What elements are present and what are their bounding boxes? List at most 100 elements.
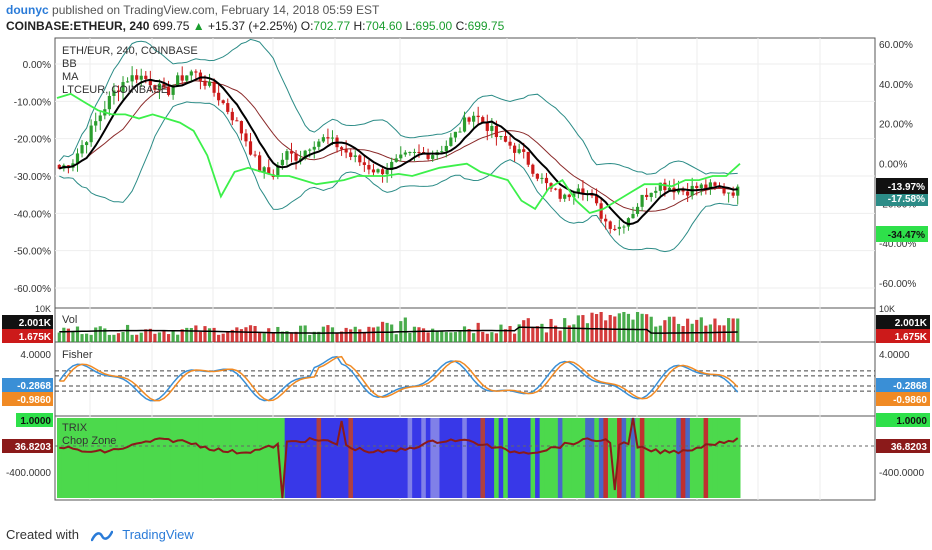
chop-zone-bar bbox=[689, 418, 695, 498]
candle-body bbox=[157, 83, 162, 90]
candle-body bbox=[57, 164, 61, 169]
chop-zone-bar bbox=[111, 418, 117, 498]
chop-zone-bar bbox=[252, 418, 258, 498]
volume-bar bbox=[563, 318, 567, 342]
chop-zone-bar bbox=[598, 418, 604, 498]
candle-body bbox=[121, 82, 125, 92]
volume-bar bbox=[522, 320, 526, 342]
candle-body bbox=[490, 125, 494, 131]
trix-tag-red-right: 36.8203 bbox=[891, 442, 928, 453]
volume-bar bbox=[431, 328, 435, 342]
volume-bar bbox=[421, 328, 426, 342]
volume-tag-black-left-bg bbox=[2, 315, 53, 329]
candle-body bbox=[112, 90, 116, 96]
candle-body bbox=[176, 75, 180, 87]
volume-bar bbox=[704, 325, 708, 342]
volume-tag-black-left: 2.001K bbox=[19, 318, 52, 329]
candle-body bbox=[98, 115, 102, 122]
candle-body bbox=[713, 182, 717, 186]
chop-zone-bar bbox=[170, 418, 176, 498]
chop-zone-bar bbox=[434, 418, 440, 498]
volume-bar bbox=[153, 333, 157, 342]
chop-zone-bar bbox=[211, 418, 217, 498]
chop-zone-bar bbox=[284, 418, 290, 498]
volume-bar bbox=[308, 334, 312, 342]
volume-bar bbox=[686, 318, 690, 342]
volume-bar bbox=[417, 327, 421, 342]
chop-zone-bar bbox=[398, 418, 404, 498]
author-name[interactable]: dounyc bbox=[6, 3, 49, 17]
chop-zone-bar bbox=[694, 418, 700, 498]
candle-body bbox=[704, 184, 708, 190]
created-with-text: Created with bbox=[6, 527, 79, 542]
candle-body bbox=[267, 167, 271, 175]
volume-bar bbox=[226, 331, 230, 342]
chop-zone-bar bbox=[607, 418, 614, 498]
volume-bar bbox=[467, 329, 471, 342]
candle-body bbox=[581, 188, 585, 195]
chop-zone-bar bbox=[676, 418, 682, 498]
candle-body bbox=[513, 145, 517, 153]
chop-zone-bar bbox=[271, 418, 277, 498]
chop-zone-bar bbox=[339, 418, 345, 498]
chop-zone-bar bbox=[407, 418, 413, 498]
right-axis-label: 40.00% bbox=[879, 80, 913, 91]
candle-body bbox=[148, 79, 152, 86]
left-axis-label: -60.00% bbox=[14, 284, 51, 295]
volume-bar bbox=[235, 327, 239, 342]
fisher-line bbox=[58, 355, 739, 402]
candle-body bbox=[444, 145, 448, 152]
right-axis-label: -60.00% bbox=[879, 279, 916, 290]
candle-body bbox=[89, 125, 93, 143]
price-change: +15.37 (+2.25%) bbox=[208, 19, 298, 33]
volume-bar bbox=[604, 320, 608, 342]
volume-bar bbox=[353, 326, 357, 342]
chop-zone-bar bbox=[61, 418, 67, 498]
chop-zone-bar bbox=[403, 418, 409, 498]
candle-body bbox=[358, 155, 362, 163]
candle-body bbox=[162, 83, 166, 88]
chart-area[interactable]: 0.00% -10.00% -20.00% -30.00% -40.00% -50.00%… bbox=[0, 36, 932, 501]
candle-body bbox=[207, 81, 212, 86]
volume-bar bbox=[116, 333, 121, 342]
chop-zone-bar bbox=[730, 418, 736, 498]
candle-body bbox=[604, 218, 608, 222]
chop-zone-bar bbox=[316, 418, 322, 498]
chop-zone-bar bbox=[220, 418, 226, 498]
chop-zone-bar bbox=[635, 418, 641, 498]
candle-body bbox=[563, 194, 567, 199]
chop-zone-bar bbox=[630, 418, 636, 498]
candle-body bbox=[376, 169, 380, 173]
volume-bar bbox=[558, 330, 562, 342]
volume-bar bbox=[280, 331, 284, 342]
up-arrow-icon: ▲ bbox=[192, 19, 205, 33]
legend-entry: ETH/EUR, 240, COINBASE bbox=[62, 45, 198, 57]
chop-zone-bar bbox=[116, 418, 122, 498]
volume-bar bbox=[89, 334, 93, 342]
candle-body bbox=[699, 184, 703, 189]
trix-axis-bottom-left: -400.0000 bbox=[6, 468, 51, 479]
legend-entry: LTCEUR, COINBASE bbox=[62, 84, 168, 96]
candle-body bbox=[248, 141, 253, 155]
volume-bar bbox=[185, 327, 189, 342]
chop-tag-green-right: 1.0000 bbox=[896, 416, 927, 427]
candle-body bbox=[289, 151, 294, 154]
candle-body bbox=[262, 167, 266, 172]
high-label: H: bbox=[353, 19, 366, 33]
trix-legend: TRIX bbox=[62, 422, 88, 434]
open-label: O: bbox=[300, 19, 314, 33]
volume-tag-black-right: 2.001K bbox=[895, 318, 928, 329]
chop-zone-bar bbox=[161, 418, 167, 498]
volume-bar bbox=[66, 328, 70, 342]
compare-series-line bbox=[56, 92, 741, 215]
chop-zone-bar bbox=[653, 418, 659, 498]
candle-body bbox=[517, 149, 521, 153]
volume-bar bbox=[640, 313, 644, 342]
volume-bar bbox=[572, 324, 576, 342]
volume-legend: Vol bbox=[62, 314, 77, 326]
tradingview-brand-link[interactable]: TradingView bbox=[122, 527, 194, 542]
volume-bar bbox=[94, 327, 98, 342]
candle-body bbox=[526, 151, 530, 165]
candle-body bbox=[522, 149, 526, 152]
close-label: C: bbox=[455, 19, 468, 33]
